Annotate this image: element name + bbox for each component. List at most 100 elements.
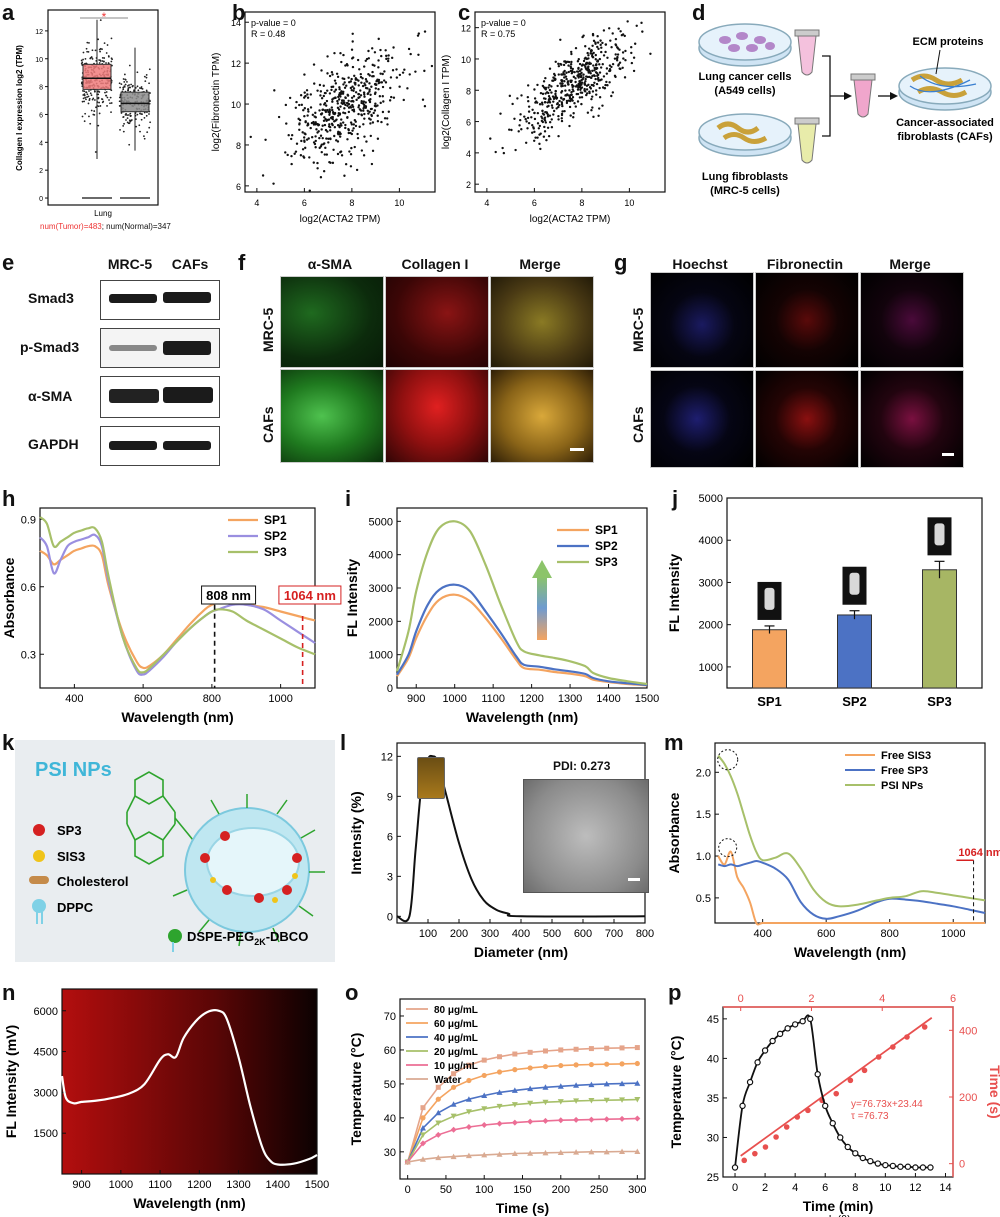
c-xtick-label: 10 (624, 198, 634, 208)
lung-cancer-label: Lung cancer cells (699, 71, 792, 83)
c-point (622, 57, 625, 60)
b-point (345, 84, 348, 87)
o-marker (481, 1057, 487, 1063)
a-point (101, 60, 104, 62)
a-point (106, 105, 108, 107)
p-temp-point (927, 1164, 934, 1171)
b-point (373, 104, 377, 108)
c-ytick-label: 2 (466, 180, 471, 190)
b-point (321, 124, 324, 127)
c-point (611, 32, 614, 35)
a-point (120, 83, 123, 86)
b-point (342, 99, 345, 102)
b-point (366, 109, 369, 112)
l-ylabel: Intensity (%) (348, 791, 364, 874)
o-marker (496, 1151, 503, 1157)
p-fit-point (783, 1124, 790, 1130)
g-img-cafs-merge (860, 370, 964, 468)
m-circle-psi (717, 749, 739, 771)
c-point (601, 62, 604, 66)
a-point (135, 125, 138, 128)
a-point (86, 50, 89, 53)
b-point (353, 118, 357, 122)
c-point (536, 122, 540, 125)
o-ytick-label: 70 (384, 1011, 396, 1023)
b-point (333, 51, 336, 55)
b-point (340, 90, 343, 93)
b-point (381, 85, 385, 89)
c-point (630, 61, 634, 65)
b-point (338, 135, 342, 138)
b-point (358, 125, 361, 128)
b-point (354, 83, 357, 86)
i-line-sp2 (396, 583, 648, 687)
c-point (630, 46, 633, 49)
c-point (577, 66, 580, 70)
a-point (122, 125, 125, 127)
b-point (366, 92, 369, 96)
panel-label-f: f (238, 250, 246, 275)
c-point (604, 43, 608, 46)
o-marker (573, 1116, 580, 1123)
c-point (601, 104, 604, 107)
c-point (552, 72, 556, 76)
a-point (143, 75, 146, 78)
c-point (526, 84, 530, 87)
c-point (633, 42, 637, 45)
b-point (402, 98, 405, 102)
b-point (375, 83, 378, 86)
b-point (337, 108, 341, 111)
c-point (557, 73, 560, 76)
a-point (103, 60, 105, 63)
c-point (543, 116, 547, 119)
b-point (351, 32, 354, 36)
b-point (273, 89, 276, 92)
k-legend-sp3: SP3 (33, 823, 82, 838)
a-point (110, 102, 113, 104)
p-ytick-label: 40 (707, 1053, 719, 1065)
a-point (141, 87, 144, 90)
b-point (368, 90, 371, 93)
c-point (560, 73, 564, 76)
b-point (363, 112, 366, 116)
b-point (340, 101, 343, 105)
p-xtick-label: 10 (879, 1182, 891, 1194)
b-point (319, 103, 322, 106)
c-point (562, 63, 566, 67)
b-point (345, 63, 349, 66)
j-vial-glow-sp1 (764, 587, 775, 610)
o-marker (435, 1120, 442, 1126)
c-point (591, 74, 594, 78)
a-point (128, 64, 131, 67)
b-point (303, 140, 306, 143)
o-marker (496, 1089, 503, 1095)
c-point (548, 67, 552, 70)
b-point (380, 54, 383, 58)
a-point (128, 143, 131, 146)
c-point (543, 119, 547, 122)
c-point (546, 115, 550, 118)
o-marker (511, 1102, 518, 1108)
c-point (560, 102, 564, 106)
c-point (623, 76, 627, 79)
b-point (352, 108, 355, 112)
c-point (519, 113, 522, 116)
a-point (98, 112, 101, 115)
o-marker (542, 1099, 549, 1106)
b-point (390, 56, 394, 60)
o-marker (542, 1084, 549, 1090)
panel-j-bar: 1000 2000 3000 4000 5000 SP1 SP2 SP3 FL Intensit… (665, 490, 1000, 725)
b-point (336, 124, 340, 127)
c-point (604, 83, 607, 87)
a-point (122, 86, 125, 89)
b-point (322, 84, 325, 87)
panel-a-star: * (102, 10, 107, 24)
c-point (579, 91, 583, 94)
b-point (364, 84, 367, 87)
b-point (330, 70, 334, 74)
b-point (336, 75, 340, 79)
b-point (347, 99, 350, 103)
panel-c-stat2: R = 0.75 (481, 29, 515, 39)
h-line-sp1 (39, 544, 316, 670)
b-point (330, 85, 333, 89)
